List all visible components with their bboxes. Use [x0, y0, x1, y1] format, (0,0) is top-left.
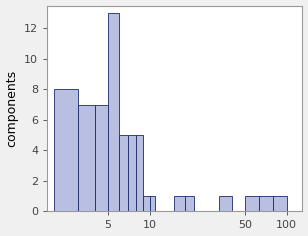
- Bar: [184, 196, 194, 211]
- Bar: [54, 89, 78, 211]
- Bar: [78, 105, 95, 211]
- Bar: [219, 196, 232, 211]
- Bar: [136, 135, 143, 211]
- Bar: [259, 196, 273, 211]
- Bar: [273, 196, 287, 211]
- Bar: [143, 196, 149, 211]
- Bar: [245, 196, 259, 211]
- Bar: [128, 135, 136, 211]
- Y-axis label: components: components: [6, 70, 18, 147]
- Bar: [108, 13, 119, 211]
- Bar: [149, 196, 155, 211]
- Bar: [119, 135, 128, 211]
- Bar: [95, 105, 108, 211]
- Bar: [174, 196, 184, 211]
